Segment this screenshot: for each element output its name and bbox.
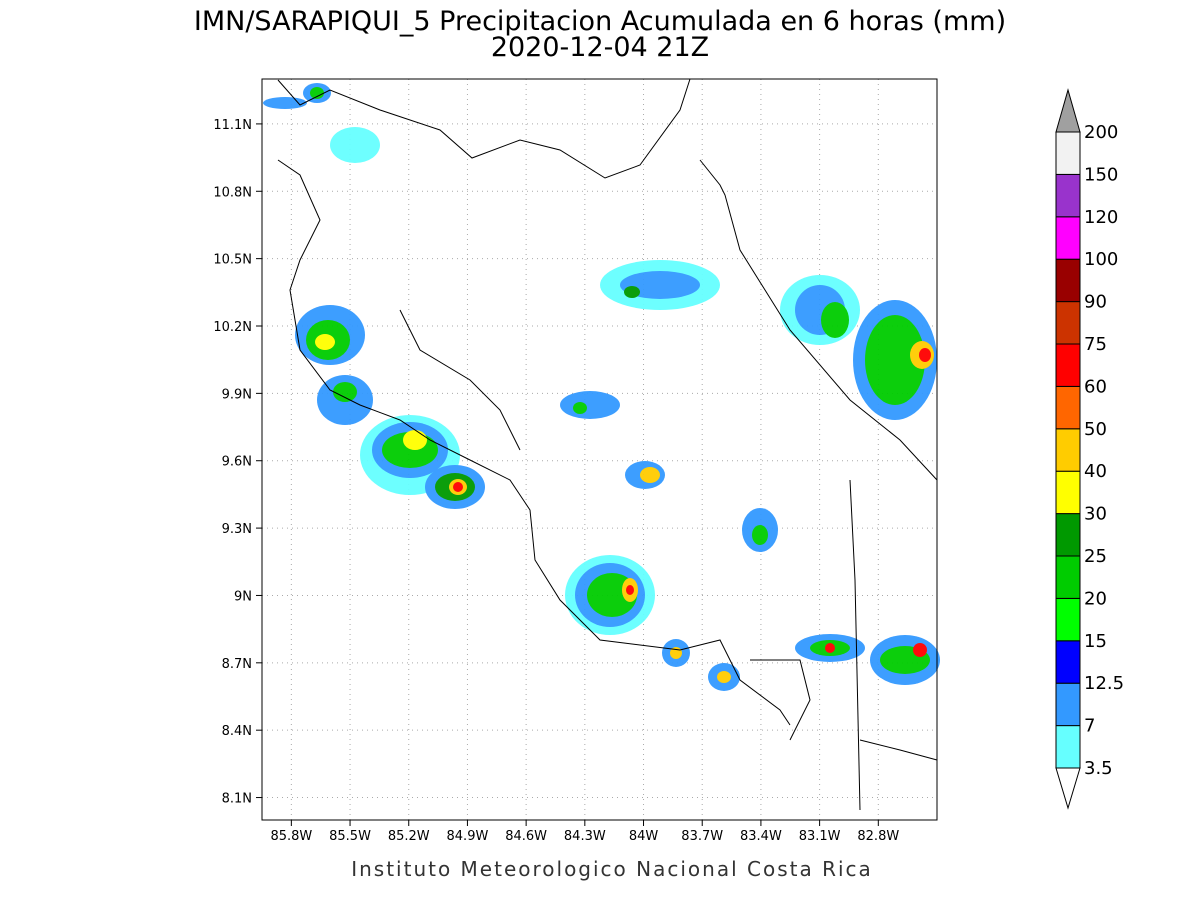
cell xyxy=(560,391,620,419)
cell xyxy=(708,663,740,691)
x-tick-label: 85.8W xyxy=(270,829,312,844)
colorbar-label: 40 xyxy=(1084,461,1107,482)
cell xyxy=(795,634,865,662)
map-frame xyxy=(261,78,938,821)
colorbar-label: 20 xyxy=(1084,588,1107,609)
colorbar-under xyxy=(1055,767,1081,810)
colorbar-box xyxy=(1055,640,1081,684)
colorbar-label: 50 xyxy=(1084,419,1107,440)
colorbar-box xyxy=(1055,682,1081,727)
colorbar-label: 30 xyxy=(1084,504,1107,525)
y-tick-label: 9.6N xyxy=(222,455,252,470)
y-tick-label: 11.1N xyxy=(213,118,252,133)
colorbar: 3.5 7 12.5 15 20 25 30 40 50 60 75 90 100 120 150 200 xyxy=(1055,88,1124,810)
colorbar-label: 100 xyxy=(1084,249,1118,270)
cell xyxy=(425,465,485,509)
subtitle: 2020-12-04 21Z xyxy=(491,32,709,63)
x-tick-label: 85.5W xyxy=(329,829,371,844)
y-tick-label: 9N xyxy=(234,589,252,604)
y-tick-label: 8.1N xyxy=(222,792,252,807)
colorbar-box xyxy=(1055,428,1081,472)
cell xyxy=(853,300,937,420)
colorbar-box xyxy=(1055,131,1081,175)
precip-field xyxy=(263,83,940,691)
colorbar-label: 120 xyxy=(1084,207,1118,228)
cell xyxy=(780,275,860,345)
y-tick-label: 8.4N xyxy=(222,724,252,739)
colorbar-label: 90 xyxy=(1084,292,1107,313)
colorbar-box xyxy=(1055,216,1081,260)
cell xyxy=(565,555,655,635)
x-tick-label: 82.8W xyxy=(857,829,899,844)
x-tick-label: 84.6W xyxy=(505,829,547,844)
y-tick-label: 8.7N xyxy=(222,657,252,672)
x-tick-label: 83.4W xyxy=(740,829,782,844)
colorbar-label: 25 xyxy=(1084,546,1107,567)
colorbar-label: 60 xyxy=(1084,376,1107,397)
x-tick-label: 84.9W xyxy=(447,829,489,844)
colorbar-box xyxy=(1055,470,1081,515)
colorbar-label: 200 xyxy=(1084,122,1118,143)
colorbar-box xyxy=(1055,258,1081,303)
x-tick-label: 85.2W xyxy=(388,829,430,844)
colorbar-box xyxy=(1055,513,1081,557)
colorbar-box xyxy=(1055,725,1081,769)
colorbar-box xyxy=(1055,597,1081,642)
x-tick-label: 83.7W xyxy=(681,829,723,844)
cell xyxy=(870,635,940,685)
colorbar-label: 75 xyxy=(1084,334,1107,355)
cell xyxy=(317,375,373,425)
colorbar-label: 15 xyxy=(1084,631,1107,652)
colorbar-box xyxy=(1055,385,1081,430)
cell xyxy=(600,260,720,310)
colorbar-box xyxy=(1055,555,1081,599)
y-tick-label: 9.9N xyxy=(222,387,252,402)
colorbar-label: 150 xyxy=(1084,164,1118,185)
title: IMN/SARAPIQUI_5 Precipitacion Acumulada … xyxy=(194,6,1006,37)
y-tick-label: 10.5N xyxy=(213,253,252,268)
cell xyxy=(662,639,690,667)
x-tick-label: 84.3W xyxy=(564,829,606,844)
cell xyxy=(330,127,380,163)
cell xyxy=(742,508,778,552)
colorbar-label: 12.5 xyxy=(1084,673,1124,694)
cell xyxy=(295,305,365,365)
x-tick-label: 83.1W xyxy=(799,829,841,844)
x-tick-label: 84W xyxy=(629,829,659,844)
footer: Instituto Meteorologico Nacional Costa R… xyxy=(351,857,873,881)
colorbar-label: 7 xyxy=(1084,716,1095,737)
colorbar-label: 3.5 xyxy=(1084,758,1113,779)
colorbar-over xyxy=(1055,88,1081,133)
y-tick-label: 10.8N xyxy=(213,185,252,200)
colorbar-box xyxy=(1055,343,1081,387)
y-tick-label: 9.3N xyxy=(222,522,252,537)
colorbar-box xyxy=(1055,301,1081,345)
coastlines xyxy=(277,78,938,811)
colorbar-box xyxy=(1055,173,1081,218)
y-tick-label: 10.2N xyxy=(213,320,252,335)
cell xyxy=(625,461,665,489)
